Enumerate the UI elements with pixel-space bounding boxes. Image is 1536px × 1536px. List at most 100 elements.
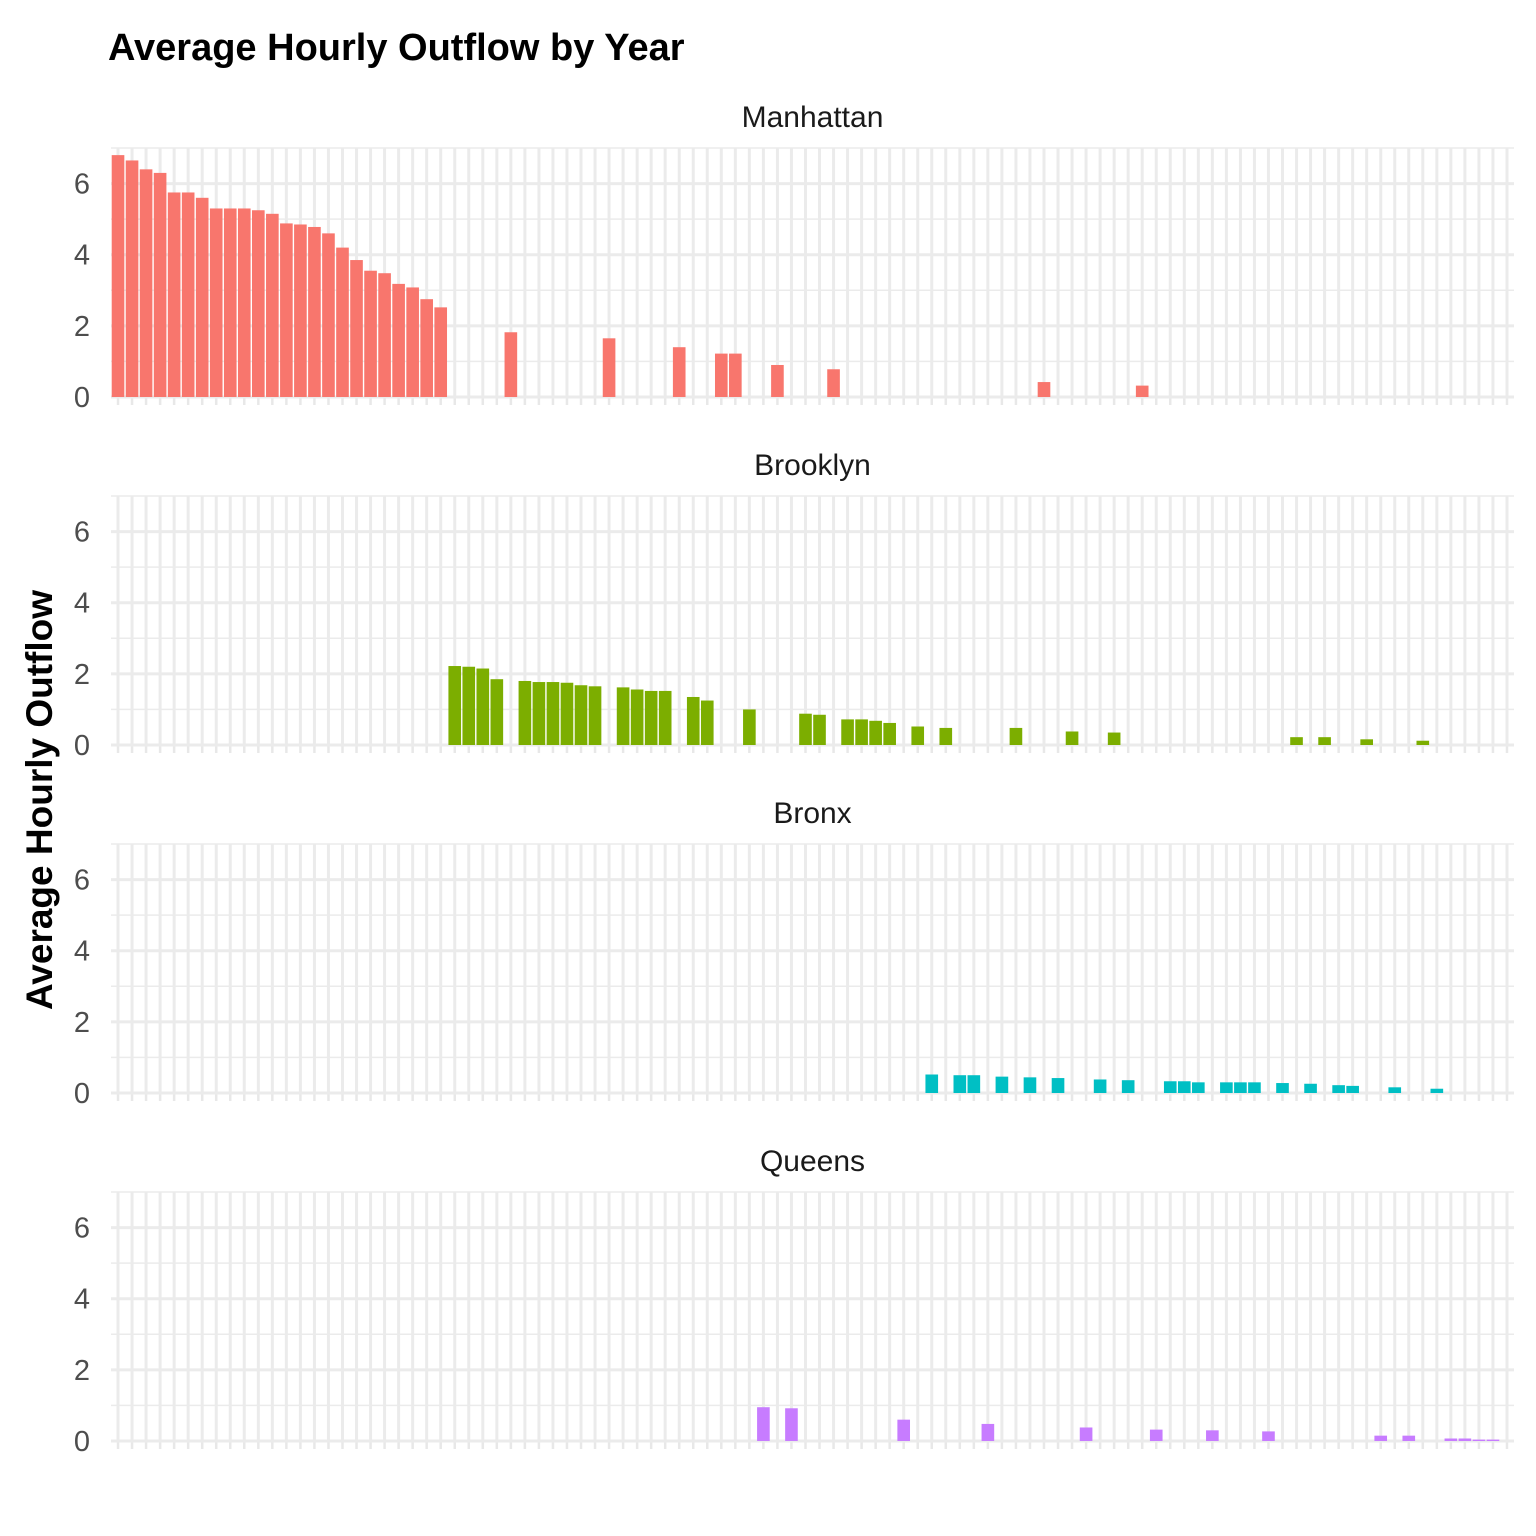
bar [729, 353, 742, 397]
bar [771, 364, 784, 397]
bar [1093, 1079, 1107, 1093]
bar [1023, 1077, 1037, 1093]
bar [1121, 1080, 1135, 1093]
bar [953, 1075, 967, 1093]
bar [714, 353, 728, 397]
bar [181, 192, 195, 397]
bar [1107, 732, 1121, 745]
y-axis-label: Average Hourly Outflow [19, 590, 60, 1010]
bar [1065, 731, 1079, 745]
y-tick-label: 6 [74, 517, 90, 549]
y-tick-label: 2 [74, 659, 90, 691]
bar [1332, 1085, 1345, 1093]
bar [1430, 1088, 1444, 1093]
bar [616, 687, 630, 745]
bar [813, 714, 826, 745]
bar [195, 197, 209, 397]
bar [406, 287, 419, 397]
bar [1037, 382, 1051, 397]
bar [1149, 1429, 1163, 1441]
facet-strip-label: Queens [760, 1145, 865, 1178]
bar [1290, 737, 1303, 745]
facet-panels: Manhattan0246Brooklyn0246Bronx0246Queens… [74, 101, 1514, 1458]
bar [686, 696, 700, 745]
y-tick-label: 0 [74, 1426, 90, 1458]
bar [167, 192, 181, 397]
bar [364, 270, 377, 397]
bar [125, 160, 139, 397]
y-tick-label: 6 [74, 1213, 90, 1245]
bar [995, 1076, 1009, 1093]
bar [1276, 1083, 1289, 1093]
bar [757, 1407, 770, 1441]
bar [925, 1074, 939, 1093]
bar [981, 1423, 995, 1441]
bar [1416, 740, 1430, 745]
bar [223, 208, 237, 397]
bar [532, 682, 546, 745]
bar [308, 226, 321, 397]
y-tick-label: 4 [74, 936, 90, 968]
bar [602, 338, 616, 397]
bar [1458, 1438, 1472, 1441]
bar [1234, 1082, 1247, 1093]
facet-strip-label: Manhattan [742, 101, 884, 134]
y-tick-label: 4 [74, 588, 90, 620]
bar [1472, 1439, 1486, 1441]
bar [1135, 385, 1149, 397]
facet-panel-manhattan: Manhattan 0 2 4 6 [74, 101, 1514, 414]
bar [1360, 739, 1373, 745]
bar [588, 686, 602, 745]
bar [1206, 1430, 1219, 1441]
bar [476, 668, 490, 745]
bar [294, 224, 307, 397]
bar [855, 719, 868, 745]
bar [827, 369, 840, 397]
bar [1009, 727, 1023, 745]
facet-panel-queens: Queens 0 2 4 6 [74, 1145, 1514, 1458]
bar [280, 223, 293, 397]
bar [209, 208, 223, 397]
bar [1079, 1427, 1093, 1441]
bar [841, 719, 854, 745]
bar [434, 307, 448, 397]
bar [1192, 1082, 1205, 1093]
bar [1318, 737, 1331, 745]
bar [700, 700, 714, 745]
bar [743, 709, 756, 745]
bar [1177, 1081, 1191, 1093]
bar [911, 726, 925, 745]
bar [448, 666, 462, 745]
bar [336, 247, 349, 397]
bar [139, 169, 153, 397]
bar [897, 1419, 911, 1441]
y-tick-label: 0 [74, 1078, 90, 1110]
bar [1486, 1439, 1500, 1441]
bar [252, 210, 265, 397]
bar [658, 690, 672, 745]
bar [420, 299, 433, 397]
facet-panel-bronx: Bronx 0 2 4 6 [74, 797, 1514, 1110]
bar [518, 680, 532, 745]
bar [560, 682, 574, 745]
bar [644, 690, 658, 745]
bar [462, 666, 476, 745]
bar [967, 1075, 981, 1093]
bar [546, 682, 560, 745]
bar [1220, 1082, 1233, 1093]
y-tick-label: 4 [74, 1284, 90, 1316]
bar [785, 1408, 798, 1441]
bar [1402, 1435, 1416, 1441]
chart-title: Average Hourly Outflow by Year [108, 27, 685, 69]
bar [237, 208, 251, 397]
bar [574, 685, 588, 745]
bar [1388, 1087, 1402, 1093]
facet-strip-label: Brooklyn [754, 449, 871, 482]
bar [630, 689, 644, 745]
bar [672, 347, 686, 397]
bar [1374, 1435, 1388, 1441]
bar [799, 713, 812, 745]
y-tick-label: 0 [74, 382, 90, 414]
bar [1262, 1431, 1275, 1441]
bar [869, 720, 882, 745]
